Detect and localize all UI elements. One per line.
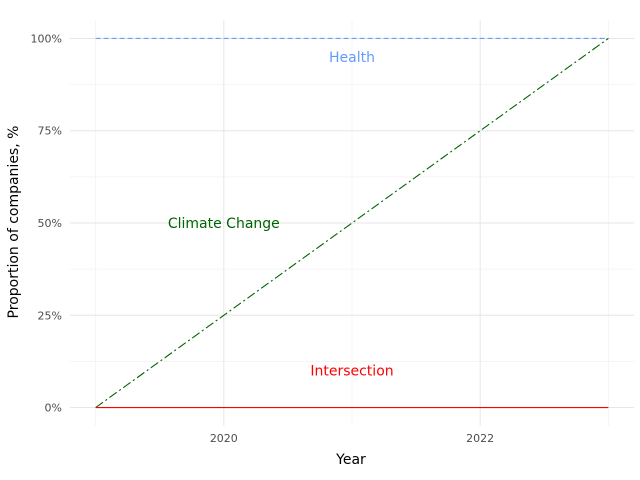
- y-axis-title: Proportion of companies, %: [6, 126, 22, 319]
- series-label-health: Health: [329, 50, 375, 66]
- series-line-climate-change: [95, 38, 609, 408]
- x-axis-title: Year: [335, 452, 366, 468]
- y-tick-label: 25%: [38, 309, 62, 322]
- x-tick-label: 2020: [210, 432, 238, 445]
- y-axis-ticks: 0% 25% 50% 75% 100%: [31, 32, 62, 414]
- y-tick-label: 100%: [31, 32, 62, 45]
- x-axis-ticks: 2020 2022: [210, 432, 494, 445]
- y-tick-label: 50%: [38, 217, 62, 230]
- y-tick-label: 0%: [45, 402, 62, 415]
- series-labels: Health Climate Change Intersection: [168, 50, 394, 380]
- series-lines: [95, 37, 609, 409]
- series-label-climate-change: Climate Change: [168, 216, 280, 232]
- series-label-intersection: Intersection: [310, 364, 393, 380]
- x-tick-label: 2022: [466, 432, 494, 445]
- y-tick-label: 75%: [38, 125, 62, 138]
